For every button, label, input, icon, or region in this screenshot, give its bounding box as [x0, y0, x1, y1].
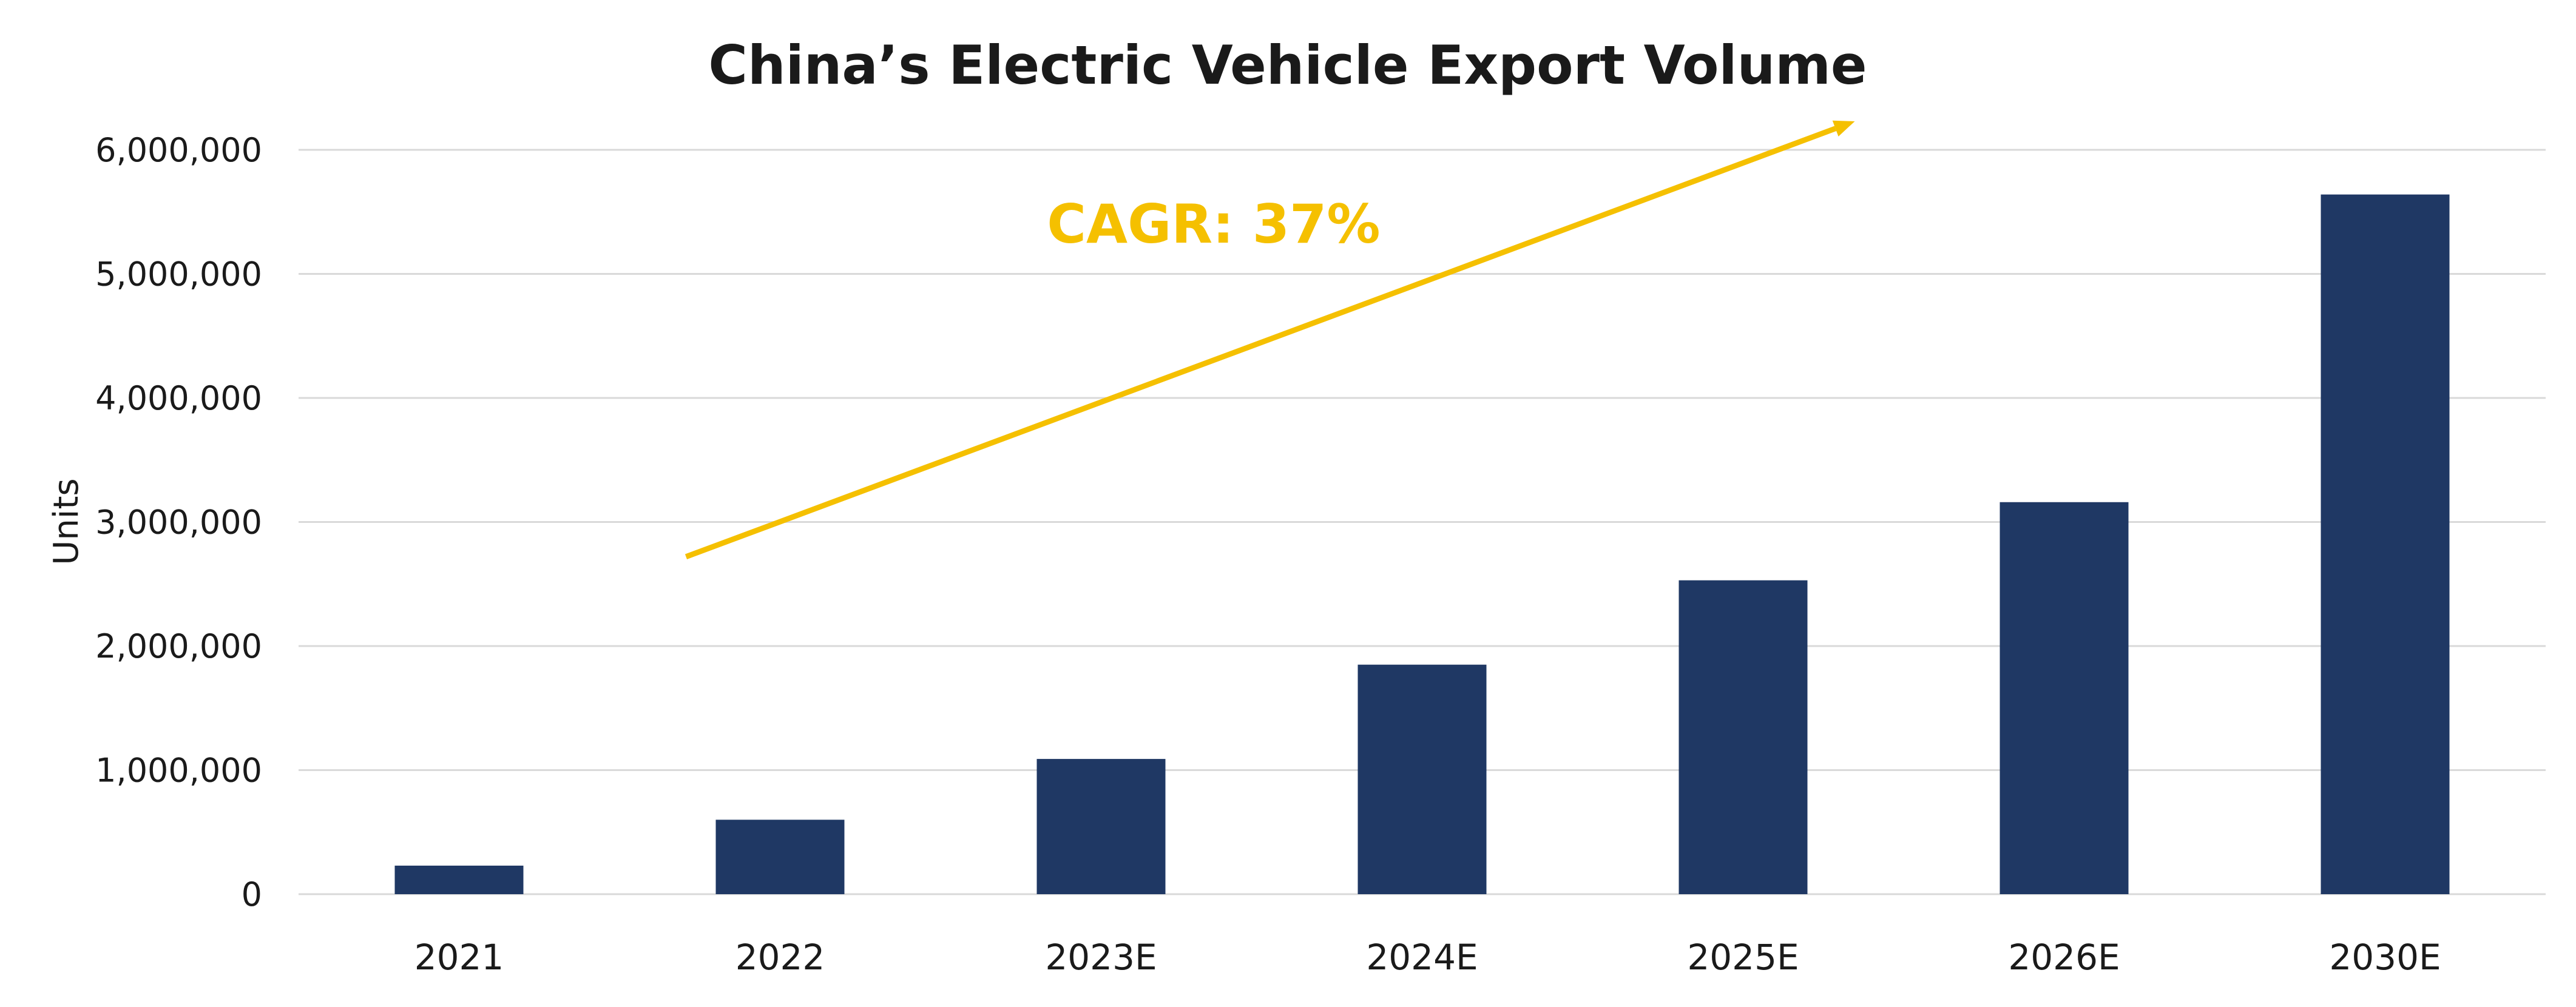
y-tick-label: 5,000,000: [95, 255, 262, 294]
bar: [1036, 759, 1166, 894]
x-tick-label: 2025E: [1687, 937, 1799, 978]
bar: [1678, 580, 1808, 894]
x-tick-label: 2023E: [1045, 937, 1157, 978]
y-tick-label: 0: [242, 875, 262, 914]
x-tick-label: 2030E: [2329, 937, 2441, 978]
bar: [2321, 194, 2450, 894]
bar: [394, 865, 524, 894]
y-tick-label: 4,000,000: [95, 379, 262, 417]
y-tick-label: 3,000,000: [95, 504, 262, 542]
x-tick-label: 2021: [414, 937, 504, 978]
x-tick-label: 2024E: [1366, 937, 1478, 978]
y-tick-label: 2,000,000: [95, 627, 262, 665]
y-tick-label: 6,000,000: [95, 131, 262, 169]
gridlines: [299, 149, 2546, 895]
cagr-annotation: CAGR: 37%: [1047, 193, 1380, 255]
cagr-arrow: [685, 120, 1855, 559]
y-axis-label: Units: [47, 478, 86, 565]
cagr-arrow-line: [685, 126, 1837, 559]
x-axis-ticks: 2021 2022 2023E 2024E 2025E 2026E 2030E: [414, 937, 2441, 978]
y-axis-ticks: 0 1,000,000 2,000,000 3,000,000 4,000,000 5,0…: [95, 131, 262, 914]
bar: [715, 820, 845, 894]
chart-title: China’s Electric Vehicle Export Volume: [708, 34, 1867, 96]
y-tick-label: 1,000,000: [95, 752, 262, 790]
bar: [1357, 664, 1487, 894]
x-tick-label: 2022: [735, 937, 825, 978]
cagr-arrow-head: [1832, 120, 1855, 136]
bars: [394, 194, 2450, 894]
x-tick-label: 2026E: [2008, 937, 2120, 978]
bar: [2000, 502, 2129, 894]
